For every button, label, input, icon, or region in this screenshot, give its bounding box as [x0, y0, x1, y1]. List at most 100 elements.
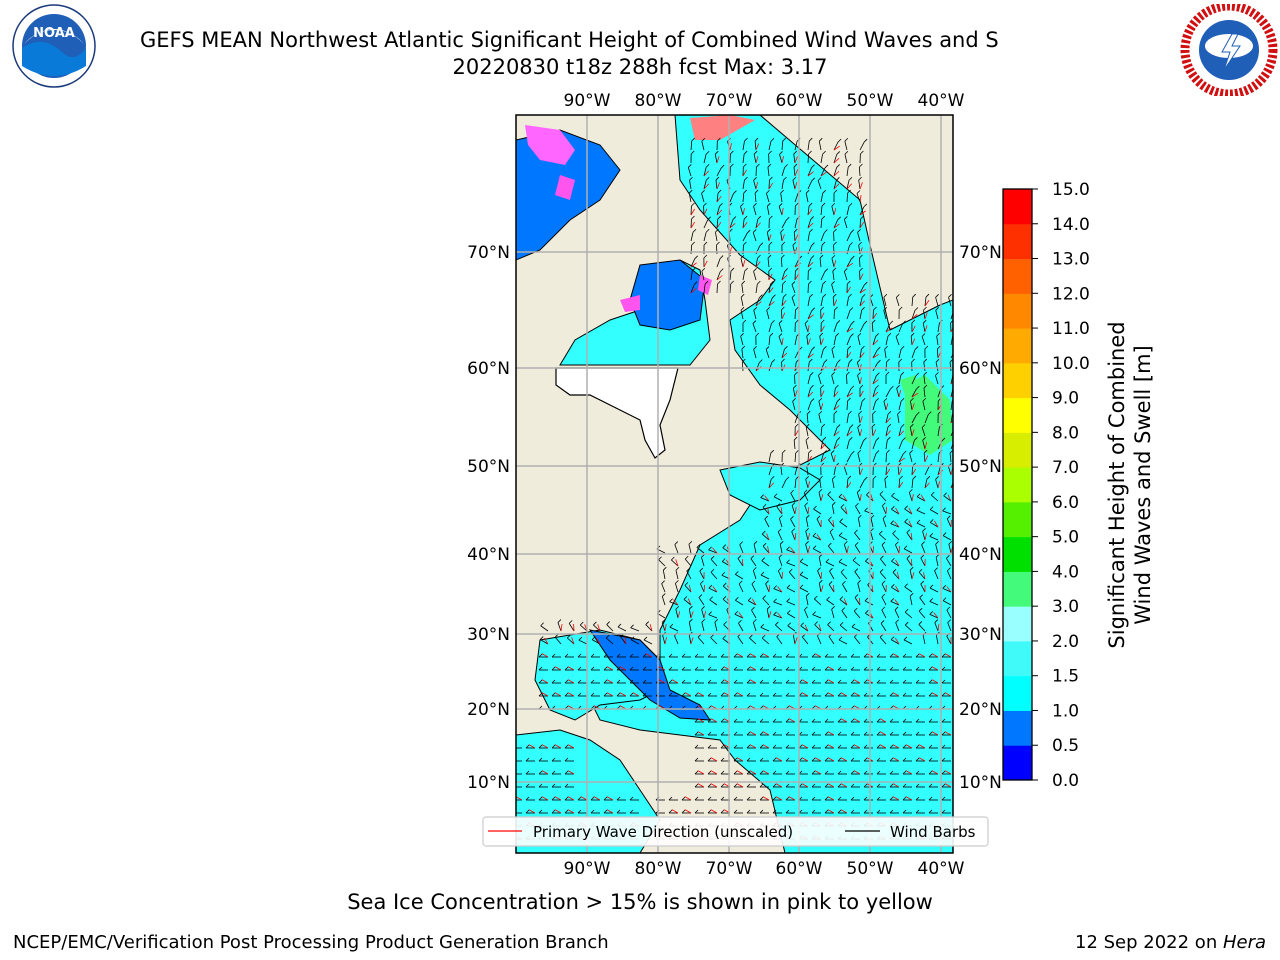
wave-direction-arrow	[950, 394, 953, 398]
wind-barb	[859, 479, 865, 489]
wind-barb-tick	[817, 567, 821, 571]
wave-direction-arrow	[516, 796, 523, 801]
wave-direction-arrow	[716, 156, 720, 164]
wind-barb-tick	[850, 385, 855, 390]
wind-barb-tick	[887, 410, 892, 415]
wind-barb-tick	[849, 424, 854, 428]
wind-barb-tick	[842, 580, 846, 585]
wind-barb-tick	[920, 580, 925, 585]
wind-barb-tick	[825, 558, 830, 563]
wind-barb-tick	[863, 281, 868, 286]
wind-barb-tick	[916, 507, 921, 511]
wind-barb	[794, 414, 799, 424]
colorbar-tick-label: 14.0	[1052, 215, 1090, 235]
wind-barb	[825, 561, 835, 567]
wind-barb-tick	[928, 744, 933, 749]
wave-direction-arrow	[703, 260, 708, 268]
wind-barb-tick	[746, 744, 751, 749]
wind-barb	[846, 362, 850, 372]
wind-barb-tick	[715, 228, 719, 233]
wind-barb-tick	[753, 150, 758, 155]
wind-barb-tick	[761, 530, 766, 535]
wind-barb-tick	[865, 558, 869, 562]
wind-barb	[898, 323, 903, 333]
wind-barb-tick	[785, 783, 790, 788]
wind-barb-tick	[876, 346, 881, 351]
wind-barb-tick	[577, 692, 582, 697]
wind-barb-tick	[811, 346, 815, 351]
colorbar-tick-label: 6.0	[1052, 493, 1079, 513]
wind-barb-tick	[795, 267, 799, 272]
wave-direction-arrow	[853, 744, 861, 749]
wind-barb-tick	[950, 320, 953, 324]
wind-barb-tick	[935, 358, 940, 363]
wind-barb-tick	[824, 666, 829, 671]
wind-barb-tick	[804, 320, 809, 324]
wind-barb	[761, 560, 770, 567]
wind-barb-tick	[767, 228, 771, 233]
wind-barb-tick	[915, 796, 920, 801]
wind-barb-tick	[759, 718, 764, 723]
lat-tick-label: 20°N	[959, 700, 1002, 720]
wind-barb-tick	[785, 718, 790, 723]
wave-direction-arrow	[794, 390, 798, 398]
wave-direction-arrow	[767, 507, 770, 515]
wave-direction-arrow	[827, 679, 835, 684]
wind-barb-tick	[850, 718, 855, 723]
wind-barb-tick	[738, 619, 742, 624]
wind-barb-tick	[690, 150, 695, 155]
wind-barb-tick	[805, 514, 810, 519]
wind-barb-tick	[890, 598, 895, 602]
wind-barb-tick	[915, 666, 920, 671]
colorbar-segment	[1003, 362, 1032, 399]
wind-barb-tick	[935, 307, 939, 311]
wind-barb	[929, 509, 939, 515]
wind-barb-tick	[719, 268, 724, 272]
wind-barb	[793, 167, 796, 177]
wind-barb-tick	[902, 437, 906, 441]
wind-barb	[858, 414, 861, 424]
wave-direction-arrow	[736, 757, 744, 762]
wind-barb-tick	[863, 783, 868, 788]
wave-direction-arrow	[946, 586, 952, 593]
wind-barb-tick	[811, 796, 816, 801]
wind-barb-tick	[808, 202, 813, 207]
wave-direction-arrow	[606, 679, 614, 684]
wind-barb-tick	[863, 320, 868, 325]
wind-barb-tick	[889, 653, 894, 658]
wind-barb	[818, 141, 822, 151]
wind-barb	[753, 206, 757, 216]
wind-barb	[755, 284, 758, 294]
colorbar: 0.00.51.01.52.03.04.05.06.07.08.09.010.0…	[1002, 180, 1090, 791]
wind-barb	[773, 601, 783, 606]
nws-logo	[1180, 4, 1278, 96]
wave-direction-arrow	[804, 624, 809, 632]
wave-direction-arrow	[872, 429, 877, 437]
wave-direction-arrow	[710, 783, 718, 788]
wind-barb-tick	[852, 557, 857, 561]
wind-barb-tick	[850, 770, 855, 775]
title-line-2: 20220830 t18z 288h fcst Max: 3.17	[452, 55, 828, 79]
wind-barb	[792, 388, 796, 398]
wind-barb-tick	[928, 757, 933, 762]
wave-direction-arrow	[879, 718, 887, 723]
wind-barb-tick	[879, 491, 884, 495]
wind-barb-tick	[803, 489, 808, 494]
wind-barb-tick	[743, 189, 748, 194]
wind-barb-tick	[722, 544, 727, 548]
wind-barb	[761, 637, 770, 645]
wind-barb	[922, 531, 926, 541]
wind-barb-tick	[848, 358, 853, 363]
wind-barb-tick	[642, 653, 647, 658]
wave-direction-arrow	[931, 770, 939, 775]
wind-barb-tick	[877, 359, 881, 364]
wind-barb-tick	[741, 345, 746, 350]
wind-barb	[857, 453, 861, 463]
wind-barb-tick	[764, 515, 769, 520]
wind-barb-tick	[910, 423, 914, 428]
wave-direction-arrow	[924, 455, 929, 463]
wind-barb	[879, 533, 887, 541]
wind-barb	[831, 375, 835, 385]
wind-barb	[872, 349, 878, 359]
wind-barb-tick	[701, 606, 705, 610]
